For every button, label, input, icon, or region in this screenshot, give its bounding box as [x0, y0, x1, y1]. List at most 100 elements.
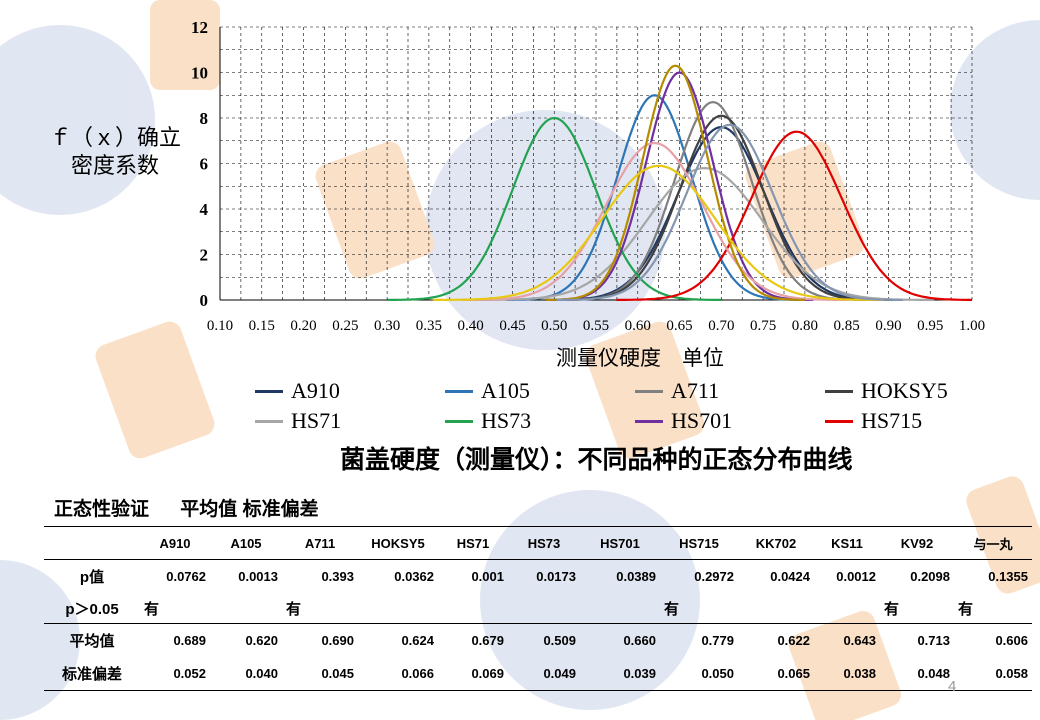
stats-row: p＞0.05 有有有有有: [44, 593, 1032, 624]
stats-column-header: HS71: [438, 526, 508, 560]
stats-cell: 0.2098: [910, 569, 950, 584]
x-tick-label: 0.95: [917, 318, 943, 334]
x-tick-label: 0.30: [374, 318, 400, 334]
x-tick-label: 0.60: [625, 318, 651, 334]
legend-label: HS71: [291, 408, 342, 433]
series-line-hs71: [474, 166, 935, 302]
series-line-a105: [506, 94, 803, 301]
stats-cell: 0.779: [701, 633, 734, 648]
stats-cell: 0.065: [738, 657, 814, 691]
x-axis-label: 测量仪硬度 单位: [556, 347, 724, 370]
stats-cell: 0.0362: [394, 569, 434, 584]
stats-column-header: HOKSY5: [358, 526, 438, 560]
chart-series: [387, 64, 972, 302]
legend-item-a711: A711: [635, 378, 719, 404]
stats-cell: [508, 593, 580, 624]
stats-cell: 0.393: [321, 569, 354, 584]
stats-cell: 有: [282, 593, 358, 624]
stats-table: A910 A105 A711 HOKSY5 HS71 HS73 HS701 HS715 KK70…: [44, 526, 1032, 691]
legend-label: A105: [481, 378, 530, 403]
series-line-unlabeled: [556, 123, 903, 301]
x-tick-label: 1.00: [959, 318, 985, 334]
legend-swatch: [635, 389, 663, 393]
y-tick-label: 4: [200, 200, 209, 219]
stats-cell: 0.0012: [836, 569, 876, 584]
stats-cell: 0.039: [580, 657, 660, 691]
stats-cell: [580, 593, 660, 624]
chart-grid: [219, 26, 973, 301]
stats-column-header: 与一丸: [954, 526, 1032, 560]
legend-swatch: [255, 419, 283, 423]
stats-cell: 0.0013: [238, 569, 278, 584]
stats-cell: 0.606: [995, 633, 1028, 648]
stats-column-header: HS73: [508, 526, 580, 560]
x-tick-label: 0.70: [708, 318, 734, 334]
stats-cell: 0.0389: [616, 569, 656, 584]
legend-item-hs701: HS701: [635, 408, 732, 434]
stats-cell: [358, 593, 438, 624]
x-tick-label: 0.40: [458, 318, 484, 334]
series-line-unlabeled: [545, 64, 805, 301]
stats-cell: 有: [880, 593, 954, 624]
stats-cell: 0.1355: [988, 569, 1028, 584]
stats-cell: 0.679: [471, 633, 504, 648]
stats-column-header: A910: [140, 526, 210, 560]
x-tick-label: 0.90: [875, 318, 901, 334]
stats-cell: 0.038: [814, 657, 880, 691]
legend-item-hs73: HS73: [445, 408, 531, 434]
stats-cell: 0.049: [508, 657, 580, 691]
stats-column-header: KK702: [738, 526, 814, 560]
y-tick-label: 6: [200, 155, 209, 174]
stats-column-header: HS701: [580, 526, 660, 560]
stats-cell: 0.069: [438, 657, 508, 691]
stats-cell: 0.624: [401, 633, 434, 648]
y-tick-label: 0: [200, 291, 209, 310]
stats-heading: 正态性验证 平均值 标准偏差: [54, 494, 345, 521]
stats-cell: 0.2972: [694, 569, 734, 584]
stats-column-header: KV92: [880, 526, 954, 560]
stats-cell: [210, 593, 282, 624]
stats-cell: 0.0424: [770, 569, 810, 584]
x-tick-label: 0.25: [332, 318, 358, 334]
stats-row: 标准偏差 0.052 0.040 0.045 0.066 0.069 0.049 0.039 0…: [44, 657, 1032, 691]
y-tick-labels: 0 2 4 6 8 10 12: [191, 18, 209, 310]
x-tick-label: 0.85: [834, 318, 860, 334]
x-tick-label: 0.20: [290, 318, 316, 334]
legend-swatch: [445, 419, 473, 423]
x-tick-label: 0.50: [541, 318, 567, 334]
legend-label: A910: [291, 378, 340, 403]
stats-cell: 0.040: [210, 657, 282, 691]
stats-cell: 0.052: [140, 657, 210, 691]
stats-cell: 有: [140, 593, 210, 624]
stats-cell: 0.058: [954, 657, 1032, 691]
stats-column-header: A105: [210, 526, 282, 560]
legend-label: A711: [671, 378, 720, 403]
x-tick-label: 0.75: [750, 318, 776, 334]
legend-swatch: [635, 419, 663, 423]
stats-column-header: A711: [282, 526, 358, 560]
stats-cell: 0.050: [660, 657, 738, 691]
stats-row: 平均值 0.689 0.620 0.690 0.624 0.679 0.509 0.660 0.…: [44, 624, 1032, 658]
stats-cell: [438, 593, 508, 624]
stats-cell: 0.509: [543, 633, 576, 648]
stats-cell: 0.066: [358, 657, 438, 691]
stats-cell: 有: [954, 593, 1032, 624]
series-line-hs715: [616, 130, 972, 301]
x-tick-label: 0.15: [249, 318, 275, 334]
y-tick-label: 12: [191, 18, 208, 37]
x-tick-label: 0.65: [666, 318, 692, 334]
stats-row-label: p值: [79, 569, 105, 586]
stats-cell: 有: [660, 593, 738, 624]
legend-label: HS73: [481, 408, 532, 433]
stats-cell: [738, 593, 814, 624]
y-tick-label: 10: [191, 64, 208, 83]
stats-column-header: HS715: [660, 526, 738, 560]
stats-row-label: p＞0.05: [44, 593, 140, 624]
legend-label: HS715: [861, 408, 923, 433]
legend-swatch: [825, 389, 853, 393]
legend-label: HS701: [671, 408, 733, 433]
series-line-hs73: [387, 116, 721, 301]
stats-cell: 0.660: [623, 633, 656, 648]
stats-cell: [814, 593, 880, 624]
